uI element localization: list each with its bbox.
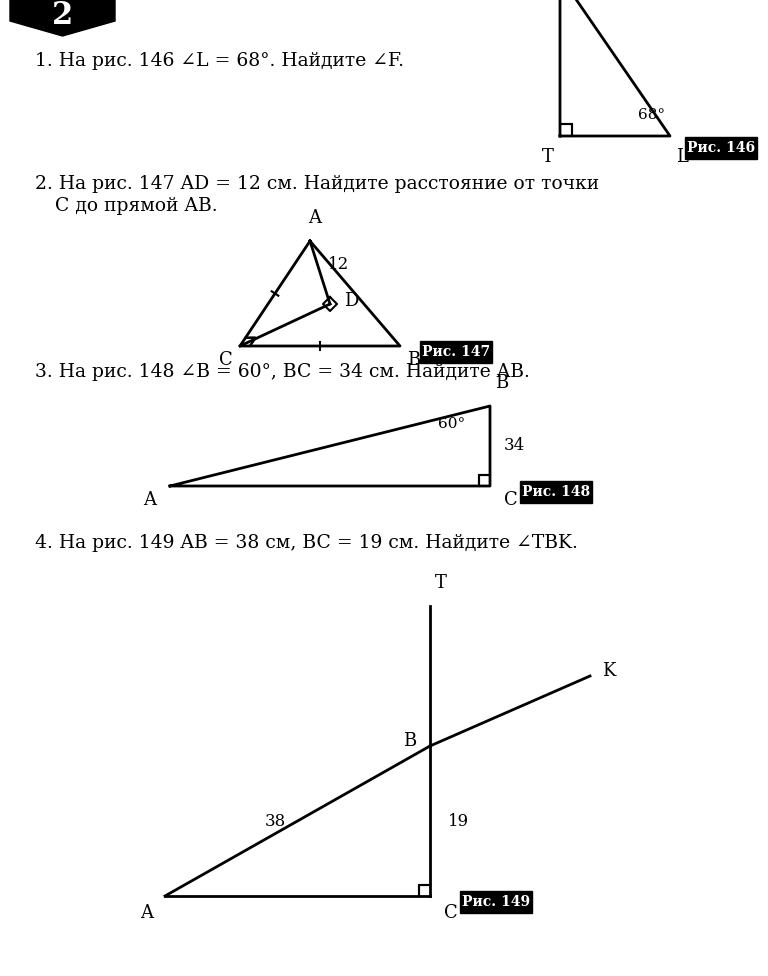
Text: Рис. 147: Рис. 147 xyxy=(422,345,490,359)
Text: 1. На рис. 146 ∠L = 68°. Найдите ∠F.: 1. На рис. 146 ∠L = 68°. Найдите ∠F. xyxy=(35,52,404,70)
FancyBboxPatch shape xyxy=(520,481,592,503)
Text: L: L xyxy=(676,148,688,166)
Text: K: K xyxy=(602,662,615,680)
Text: A: A xyxy=(143,491,156,509)
Text: 60°: 60° xyxy=(439,417,465,431)
FancyBboxPatch shape xyxy=(460,891,532,913)
Text: C до прямой AB.: C до прямой AB. xyxy=(55,197,217,215)
Text: 2. На рис. 147 AD = 12 см. Найдите расстояние от точки: 2. На рис. 147 AD = 12 см. Найдите расст… xyxy=(35,175,599,193)
Text: T: T xyxy=(542,148,554,166)
Text: T: T xyxy=(435,574,447,592)
Text: D: D xyxy=(344,292,359,310)
Text: 68°: 68° xyxy=(638,108,666,122)
Text: 19: 19 xyxy=(448,812,469,830)
Polygon shape xyxy=(10,0,115,36)
FancyBboxPatch shape xyxy=(685,137,757,159)
Text: B: B xyxy=(407,351,421,369)
Text: C: C xyxy=(219,351,233,369)
Text: C: C xyxy=(444,904,458,922)
Text: A: A xyxy=(309,209,322,227)
Text: B: B xyxy=(402,732,416,750)
Text: 12: 12 xyxy=(328,256,349,273)
Text: Рис. 148: Рис. 148 xyxy=(522,485,590,499)
Text: 2: 2 xyxy=(52,1,73,31)
Text: A: A xyxy=(140,904,153,922)
FancyBboxPatch shape xyxy=(420,341,492,363)
Text: C: C xyxy=(504,491,518,509)
Text: Рис. 146: Рис. 146 xyxy=(687,141,755,155)
Text: 34: 34 xyxy=(504,437,525,455)
Text: B: B xyxy=(495,374,508,392)
Text: 4. На рис. 149 AB = 38 см, BC = 19 см. Найдите ∠TBK.: 4. На рис. 149 AB = 38 см, BC = 19 см. Н… xyxy=(35,534,578,552)
Text: 38: 38 xyxy=(265,812,286,830)
Text: Рис. 149: Рис. 149 xyxy=(462,895,530,909)
Text: 3. На рис. 148 ∠B = 60°, BC = 34 см. Найдите AB.: 3. На рис. 148 ∠B = 60°, BC = 34 см. Най… xyxy=(35,363,530,381)
